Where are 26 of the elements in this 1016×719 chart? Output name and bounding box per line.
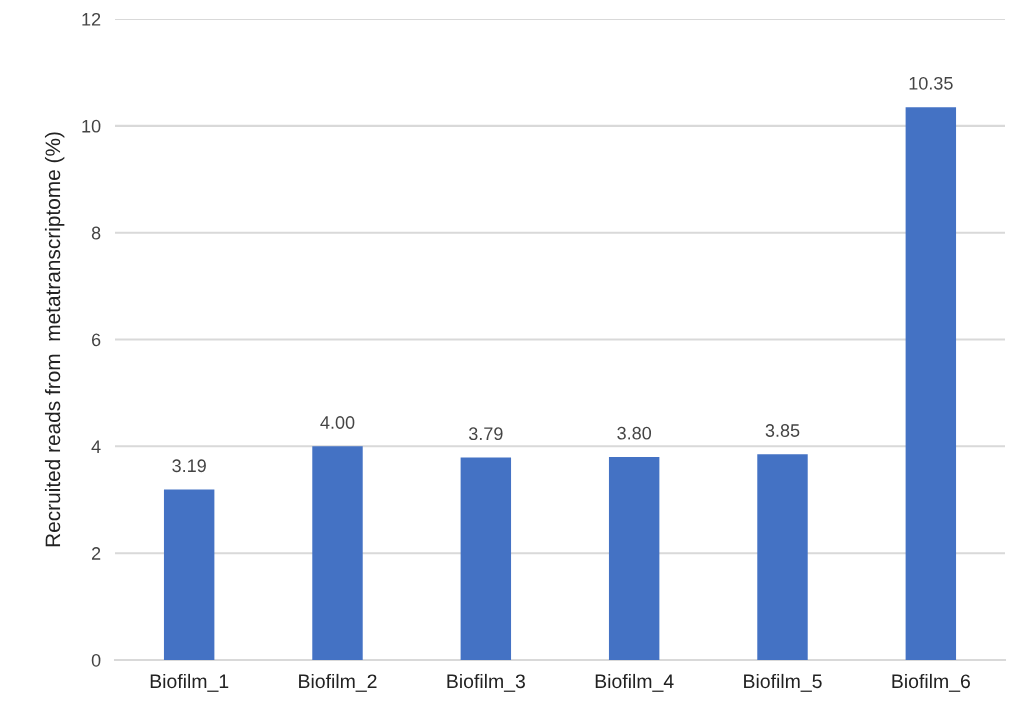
- bar: [163, 489, 215, 660]
- bar: [460, 457, 512, 660]
- y-axis-title: Recruited reads from metatranscriptome (%): [44, 132, 65, 547]
- x-tick-label: Biofilm_5: [744, 673, 822, 692]
- y-tick-label: 8: [91, 226, 101, 240]
- data-label: 3.80: [617, 426, 652, 440]
- y-tick-label: 0: [91, 653, 101, 667]
- y-tick-label: 12: [82, 12, 101, 26]
- data-label: 10.35: [909, 76, 953, 90]
- x-tick-label: Biofilm_4: [595, 673, 674, 692]
- bar: [905, 107, 957, 660]
- bar: [608, 457, 660, 660]
- data-label: 4.00: [320, 416, 355, 429]
- data-label: 3.79: [468, 427, 503, 441]
- data-label: 3.19: [172, 459, 206, 473]
- y-tick-label: 4: [91, 440, 101, 453]
- y-tick-label: 6: [91, 333, 101, 347]
- x-tick-label: Biofilm_1: [150, 673, 229, 692]
- x-tick-label: Biofilm_2: [299, 673, 377, 692]
- x-tick-label: Biofilm_6: [892, 673, 970, 692]
- x-tick-label: Biofilm_3: [447, 673, 525, 692]
- y-tick-label: 2: [91, 547, 101, 560]
- bar: [757, 454, 808, 660]
- y-tick-label: 10: [82, 119, 101, 133]
- data-label: 3.85: [765, 424, 800, 437]
- bar: [312, 446, 363, 660]
